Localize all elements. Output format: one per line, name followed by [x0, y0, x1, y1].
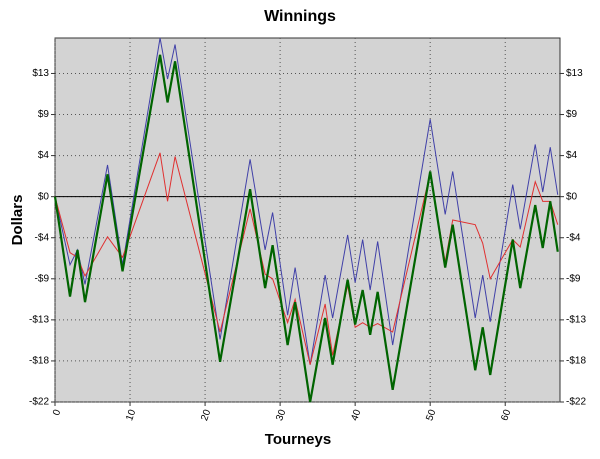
x-tick-label: 10: [124, 408, 138, 423]
y2-tick-label: -$18: [566, 356, 586, 367]
plot-area: [54, 37, 561, 403]
y2-tick-label: $13: [566, 68, 583, 79]
y-tick-label: $13: [32, 68, 49, 79]
y2-tick-label: -$4: [566, 232, 581, 243]
y-axis-label: Dollars: [9, 195, 26, 246]
y-tick-label: -$22: [29, 397, 49, 408]
y-tick-label: -$13: [29, 315, 49, 326]
y-tick-label: -$4: [35, 232, 50, 243]
chart-title: Winnings: [264, 8, 336, 25]
y2-tick-label: -$22: [566, 397, 586, 408]
x-tick-label: 60: [499, 408, 513, 423]
y2-tick-label: $4: [566, 150, 578, 161]
y2-tick-label: -$13: [566, 315, 586, 326]
x-tick-label: 50: [424, 408, 438, 423]
y-tick-label: $0: [38, 191, 50, 202]
x-tick-label: 0: [51, 408, 63, 417]
y2-tick-label: -$9: [566, 273, 581, 284]
x-tick-label: 40: [349, 408, 363, 423]
y2-tick-label: $0: [566, 191, 578, 202]
series-line: [54, 37, 559, 365]
y-tick-label: $4: [38, 150, 50, 161]
y2-tick-label: $9: [566, 109, 578, 120]
y-tick-label: -$18: [29, 356, 49, 367]
x-tick-label: 30: [274, 408, 288, 423]
y-tick-label: $9: [38, 109, 50, 120]
series-line: [53, 54, 559, 403]
x-tick-label: 20: [199, 408, 213, 423]
y-tick-label: -$9: [35, 273, 50, 284]
x-axis-label: Tourneys: [265, 431, 331, 448]
